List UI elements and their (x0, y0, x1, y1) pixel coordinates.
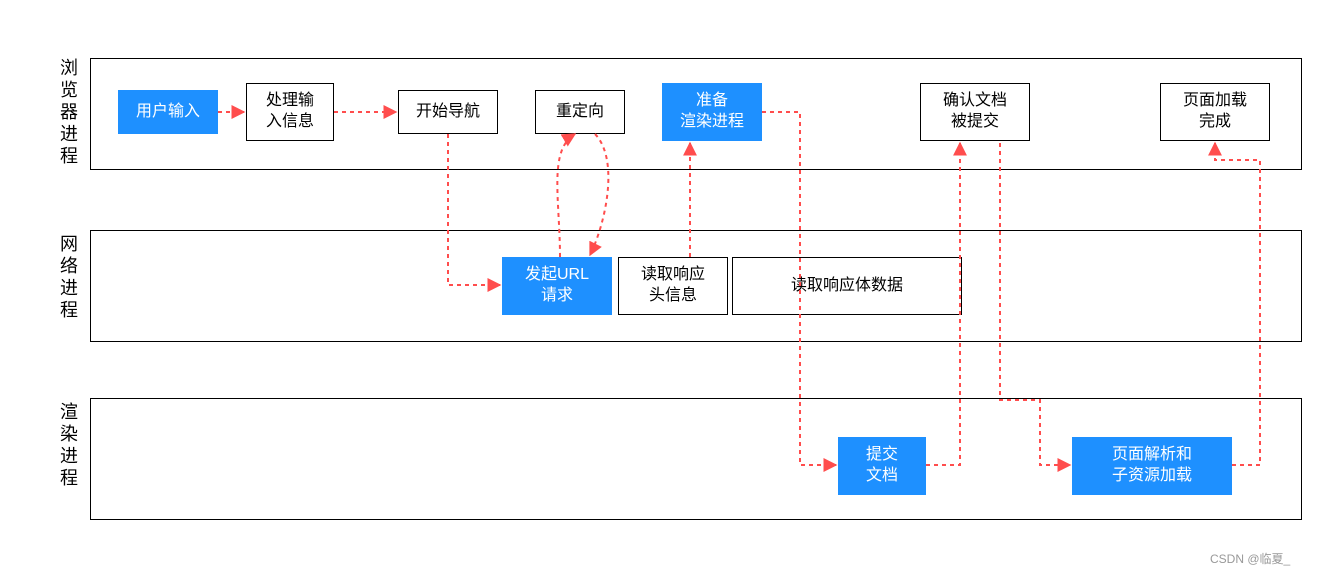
node-start-nav: 开始导航 (398, 90, 498, 134)
node-send-url: 发起URL 请求 (502, 257, 612, 315)
lane-label-browser: 浏览器进程 (55, 58, 81, 168)
diagram-canvas: 浏览器进程 网络进程 渲染进程 用户输入 处理输 入信息 开始导航 重定向 准备… (0, 0, 1344, 572)
node-user-input: 用户输入 (118, 90, 218, 134)
node-commit-doc: 提交 文档 (838, 437, 926, 495)
node-read-body: 读取响应体数据 (732, 257, 962, 315)
lane-label-network: 网络进程 (55, 234, 81, 322)
lane-label-render: 渲染进程 (55, 402, 81, 490)
node-read-headers: 读取响应 头信息 (618, 257, 728, 315)
watermark-text: CSDN @临夏_ (1210, 550, 1290, 567)
node-confirm-commit: 确认文档 被提交 (920, 83, 1030, 141)
node-parse-load: 页面解析和 子资源加载 (1072, 437, 1232, 495)
node-prepare-render: 准备 渲染进程 (662, 83, 762, 141)
node-page-load-done: 页面加载 完成 (1160, 83, 1270, 141)
node-handle-input: 处理输 入信息 (246, 83, 334, 141)
node-redirect: 重定向 (535, 90, 625, 134)
